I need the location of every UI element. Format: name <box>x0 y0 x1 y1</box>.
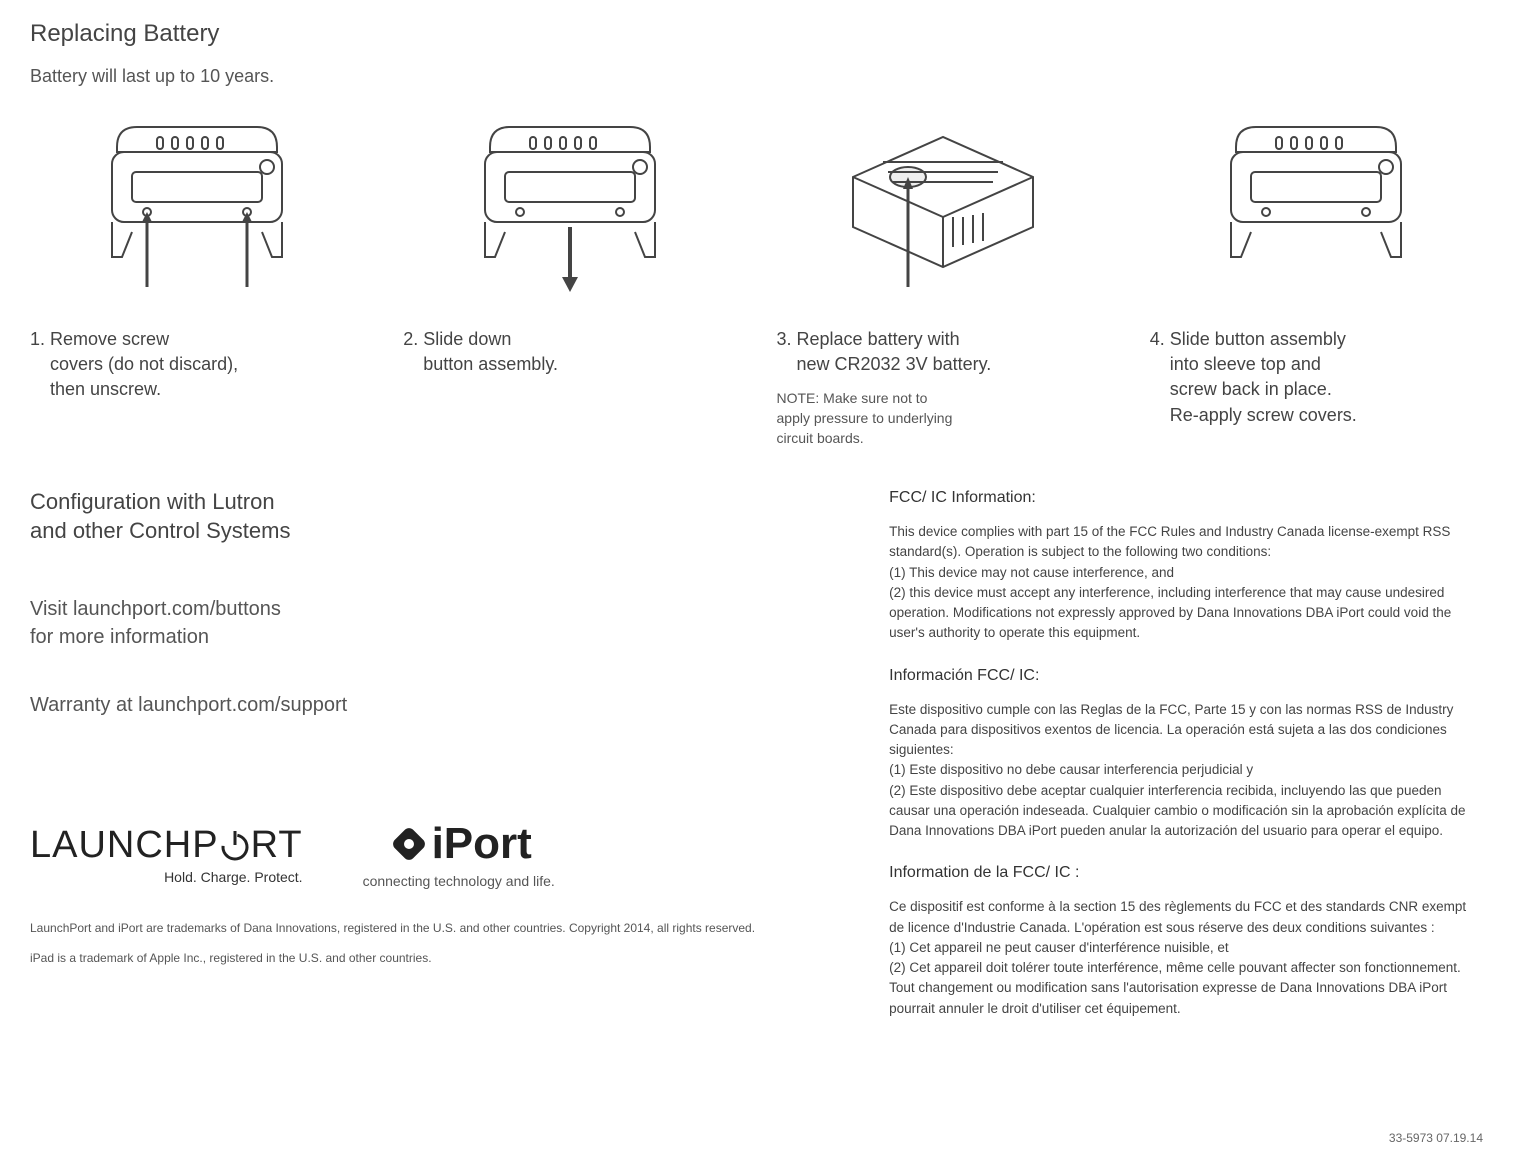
step-2-num: 2. <box>403 329 418 349</box>
device-front-icon <box>87 117 307 297</box>
fcc-body-fr: Ce dispositif est conforme à la section … <box>889 897 1483 1019</box>
launchport-tagline: Hold. Charge. Protect. <box>164 869 303 885</box>
fcc-body-en: This device complies with part 15 of the… <box>889 522 1483 644</box>
step-2-image <box>403 117 736 297</box>
step-1-body: Remove screw covers (do not discard), th… <box>50 329 238 399</box>
fcc-body-es: Este dispositivo cumple con las Reglas d… <box>889 700 1483 842</box>
step-4-num: 4. <box>1150 329 1165 349</box>
power-icon <box>217 827 253 863</box>
step-4-image <box>1150 117 1483 297</box>
step-1: 1. Remove screw covers (do not discard),… <box>30 117 363 448</box>
logos-row: LAUNCHPRT Hold. Charge. Protect. iPort c… <box>30 819 789 889</box>
step-2-body: Slide down button assembly. <box>423 329 558 374</box>
iport-logo: iPort connecting technology and life. <box>363 819 555 889</box>
fcc-heading-en: FCC/ IC Information: <box>889 486 1483 510</box>
step-3: 3. Replace battery with new CR2032 3V ba… <box>777 117 1110 448</box>
page-title: Replacing Battery <box>30 20 1483 48</box>
fcc-heading-es: Información FCC/ IC: <box>889 664 1483 688</box>
step-1-num: 1. <box>30 329 45 349</box>
device-battery-icon <box>823 117 1063 297</box>
right-column: FCC/ IC Information: This device complie… <box>829 478 1483 1039</box>
step-3-body: Replace battery with new CR2032 3V batte… <box>797 329 992 374</box>
step-4-body: Slide button assembly into sleeve top an… <box>1170 329 1357 425</box>
step-1-image <box>30 117 363 297</box>
step-2-text: 2. Slide down button assembly. <box>403 327 736 377</box>
iport-text: iPort <box>432 819 532 869</box>
visit-text: Visit launchport.com/buttons for more in… <box>30 595 789 651</box>
step-3-image <box>777 117 1110 297</box>
launchport-logo-text: LAUNCHPRT <box>30 824 303 867</box>
trademark-2: iPad is a trademark of Apple Inc., regis… <box>30 949 789 968</box>
step-1-text: 1. Remove screw covers (do not discard),… <box>30 327 363 403</box>
step-2: 2. Slide down button assembly. <box>403 117 736 448</box>
document-number: 33-5973 07.19.14 <box>1389 1131 1483 1145</box>
step-3-num: 3. <box>777 329 792 349</box>
page-subtitle: Battery will last up to 10 years. <box>30 66 1483 87</box>
steps-row: 1. Remove screw covers (do not discard),… <box>30 117 1483 448</box>
step-4: 4. Slide button assembly into sleeve top… <box>1150 117 1483 448</box>
diamond-icon <box>386 821 432 867</box>
lower-section: Configuration with Lutron and other Cont… <box>30 478 1483 1039</box>
device-reassemble-icon <box>1206 117 1426 297</box>
step-4-text: 4. Slide button assembly into sleeve top… <box>1150 327 1483 428</box>
iport-logo-text: iPort <box>386 819 532 869</box>
left-column: Configuration with Lutron and other Cont… <box>30 478 829 1039</box>
device-slide-icon <box>460 117 680 297</box>
iport-tagline: connecting technology and life. <box>363 873 555 889</box>
trademark-1: LaunchPort and iPort are trademarks of D… <box>30 919 789 938</box>
step-3-note: NOTE: Make sure not to apply pressure to… <box>777 389 1110 448</box>
step-3-text: 3. Replace battery with new CR2032 3V ba… <box>777 327 1110 377</box>
fcc-heading-fr: Information de la FCC/ IC : <box>889 861 1483 885</box>
warranty-text: Warranty at launchport.com/support <box>30 691 789 719</box>
launchport-logo: LAUNCHPRT Hold. Charge. Protect. <box>30 824 303 885</box>
config-heading: Configuration with Lutron and other Cont… <box>30 488 789 545</box>
